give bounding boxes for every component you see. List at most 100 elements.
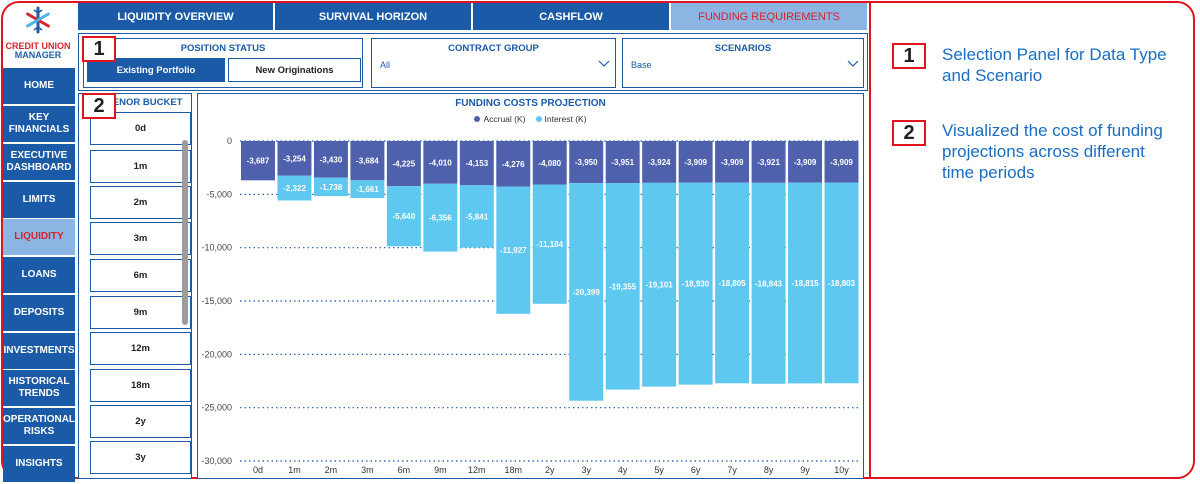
bar-interest bbox=[459, 185, 494, 248]
bar-accrual bbox=[423, 141, 458, 184]
tab-liquidity-overview[interactable]: LIQUIDITY OVERVIEW bbox=[78, 3, 273, 30]
bar-accrual bbox=[605, 141, 640, 184]
scenarios-box: SCENARIOS Base bbox=[622, 38, 864, 88]
x-tick-label: 1m bbox=[288, 465, 301, 475]
bar-accrual bbox=[824, 141, 859, 183]
data-label-accrual: -3,951 bbox=[611, 158, 634, 167]
bar-accrual bbox=[751, 141, 786, 183]
existing-portfolio-button[interactable]: Existing Portfolio bbox=[87, 58, 225, 82]
sidebar-item-executive-dashboard[interactable]: EXECUTIVE DASHBOARD bbox=[3, 144, 75, 180]
sidebar-item-limits[interactable]: LIMITS bbox=[3, 182, 75, 218]
data-label-interest: -1,738 bbox=[320, 183, 343, 192]
tab-survival-horizon[interactable]: SURVIVAL HORIZON bbox=[275, 3, 471, 30]
tenor-option-6m[interactable]: 6m bbox=[90, 259, 191, 292]
logo-text-line1: CREDIT UNION bbox=[5, 41, 71, 51]
tab-cashflow[interactable]: CASHFLOW bbox=[473, 3, 669, 30]
bar-accrual bbox=[241, 141, 275, 181]
data-label-accrual: -4,225 bbox=[393, 160, 416, 169]
x-tick-label: 9y bbox=[800, 465, 810, 475]
sidebar-item-liquidity[interactable]: LIQUIDITY bbox=[3, 219, 75, 255]
tenor-option-2y[interactable]: 2y bbox=[90, 405, 191, 438]
data-label-accrual: -4,080 bbox=[538, 159, 561, 168]
data-label-accrual: -3,924 bbox=[648, 158, 671, 167]
contract-group-dropdown[interactable]: All bbox=[380, 56, 610, 74]
bar-interest bbox=[277, 175, 312, 201]
bar-interest bbox=[386, 186, 421, 247]
bar-interest bbox=[751, 182, 786, 384]
sidebar-item-investments[interactable]: INVESTMENTS bbox=[3, 333, 75, 369]
bar-interest bbox=[605, 183, 640, 390]
sidebar-item-insights[interactable]: INSIGHTS bbox=[3, 446, 75, 482]
x-tick-label: 2y bbox=[545, 465, 555, 475]
x-tick-label: 6m bbox=[398, 465, 411, 475]
chart-title: FUNDING COSTS PROJECTION bbox=[455, 98, 606, 109]
y-tick-label: -30,000 bbox=[201, 456, 232, 466]
y-tick-label: -20,000 bbox=[201, 349, 232, 359]
data-label-accrual: -3,684 bbox=[356, 157, 379, 166]
bar-accrual bbox=[569, 141, 604, 184]
data-label-interest: -2,322 bbox=[283, 184, 306, 193]
sidebar-item-loans[interactable]: LOANS bbox=[3, 257, 75, 293]
scenarios-dropdown[interactable]: Base bbox=[631, 56, 859, 74]
tenor-option-2m[interactable]: 2m bbox=[90, 186, 191, 219]
y-tick-label: 0 bbox=[227, 136, 232, 146]
tenor-option-1m[interactable]: 1m bbox=[90, 150, 191, 183]
bar-interest bbox=[824, 182, 859, 384]
bar-accrual bbox=[350, 141, 385, 181]
bar-interest bbox=[423, 183, 458, 252]
tenor-bucket-panel: TENOR BUCKET 0d 1m 2m 3m 6m 9m 12m 18m 2… bbox=[78, 93, 192, 479]
bar-interest bbox=[642, 182, 677, 387]
bar-interest bbox=[569, 183, 604, 401]
panel-divider bbox=[869, 3, 871, 479]
tenor-option-12m[interactable]: 12m bbox=[90, 332, 191, 365]
data-label-interest: -11,184 bbox=[536, 240, 563, 249]
data-label-accrual: -3,909 bbox=[684, 158, 707, 167]
position-status-title: POSITION STATUS bbox=[180, 43, 266, 54]
data-label-interest: -6,356 bbox=[429, 214, 452, 223]
selection-panel-outline bbox=[78, 33, 868, 91]
data-label-interest: -5,640 bbox=[393, 212, 416, 221]
x-tick-label: 12m bbox=[468, 465, 486, 475]
bar-accrual bbox=[496, 141, 531, 187]
sidebar-item-home[interactable]: HOME bbox=[3, 68, 75, 104]
data-label-accrual: -4,010 bbox=[429, 158, 452, 167]
annotation-text-2: Visualized the cost of funding projectio… bbox=[942, 121, 1163, 182]
x-tick-label: 3m bbox=[361, 465, 374, 475]
y-tick-label: -5,000 bbox=[206, 189, 232, 199]
position-status-box: POSITION STATUS Existing Portfolio New O… bbox=[83, 38, 363, 88]
bar-accrual bbox=[459, 141, 494, 186]
data-label-interest: -18,843 bbox=[755, 279, 783, 288]
tab-funding-requirements[interactable]: FUNDING REQUIREMENTS bbox=[671, 3, 867, 30]
tenor-option-18m[interactable]: 18m bbox=[90, 369, 191, 402]
new-originations-button[interactable]: New Originations bbox=[228, 58, 361, 82]
bar-interest bbox=[788, 182, 823, 384]
bar-accrual bbox=[678, 141, 713, 183]
tenor-option-9m[interactable]: 9m bbox=[90, 296, 191, 329]
x-tick-label: 6y bbox=[691, 465, 701, 475]
y-tick-label: -15,000 bbox=[201, 296, 232, 306]
data-label-accrual: -3,950 bbox=[575, 158, 598, 167]
tenor-bucket-title: TENOR BUCKET bbox=[107, 97, 183, 108]
data-label-interest: -19,355 bbox=[609, 282, 637, 291]
data-label-accrual: -3,909 bbox=[830, 158, 853, 167]
tenor-option-3m[interactable]: 3m bbox=[90, 222, 191, 255]
bar-accrual bbox=[386, 141, 421, 187]
x-tick-label: 9m bbox=[434, 465, 447, 475]
y-tick-label: -10,000 bbox=[201, 243, 232, 253]
data-label-accrual: -3,430 bbox=[320, 155, 343, 164]
sidebar-item-deposits[interactable]: DEPOSITS bbox=[3, 295, 75, 331]
sidebar-item-operational-risks[interactable]: OPERATIONAL RISKS bbox=[3, 408, 75, 444]
data-label-interest: -11,927 bbox=[500, 246, 527, 255]
data-label-accrual: -3,921 bbox=[757, 158, 780, 167]
bar-accrual bbox=[788, 141, 823, 183]
tenor-option-3y[interactable]: 3y bbox=[90, 441, 191, 474]
sidebar-item-historical-trends[interactable]: HISTORICAL TRENDS bbox=[3, 370, 75, 406]
legend-accrual: Accrual (K) bbox=[474, 114, 526, 124]
chevron-down-icon bbox=[847, 60, 859, 67]
tenor-scrollbar[interactable] bbox=[182, 140, 188, 325]
bar-interest bbox=[350, 180, 385, 199]
bar-accrual bbox=[642, 141, 677, 183]
data-label-interest: -19,101 bbox=[646, 281, 674, 290]
tenor-option-0d[interactable]: 0d bbox=[90, 112, 191, 145]
sidebar-item-key-financials[interactable]: KEY FINANCIALS bbox=[3, 106, 75, 142]
